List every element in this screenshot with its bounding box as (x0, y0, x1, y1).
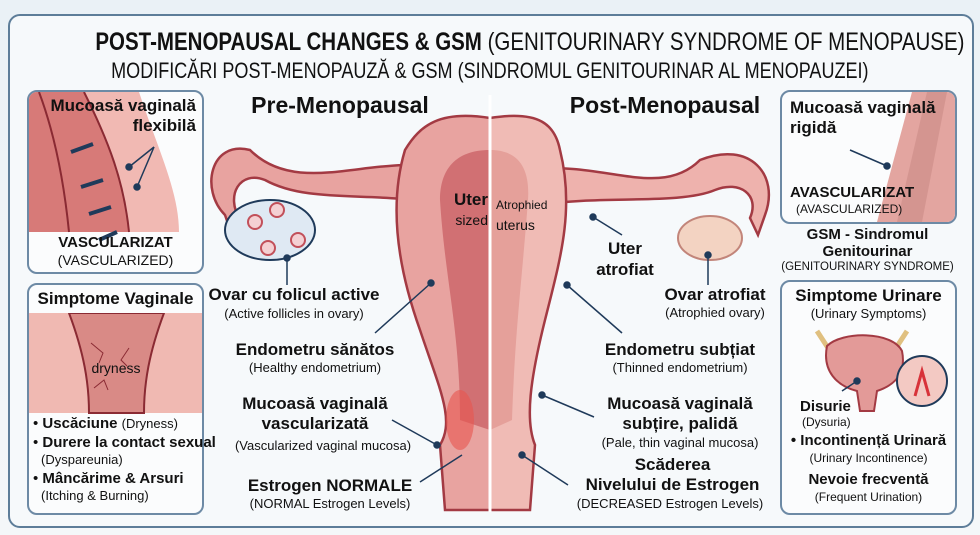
dysuria-label-en: (Dysuria) (802, 415, 851, 429)
atrophied-uterus-label: Atrophied uterus (496, 198, 548, 233)
frequent-urination-label-en: (Frequent Urination) (814, 490, 923, 504)
ovary-atrophied-label: Ovar atrofiat (664, 285, 766, 304)
ovary-atrophied-label-en: (Atrophied ovary) (665, 305, 765, 320)
gsm-label: GSM - Sindromul Genitourinar (806, 226, 929, 260)
page-subtitle: MODIFICĂRI POST-MENOPAUZĂ & GSM (SINDROM… (111, 58, 869, 83)
frequent-urination-label: Nevoie frecventă (808, 471, 929, 488)
decreased-estrogen-label-en: (DECREASED Estrogen Levels) (576, 496, 764, 511)
title-paren: (GENITOURINARY SYNDROME OF MENOPAUSE) (487, 28, 965, 56)
ovary-active-label-en: (Active follicles in ovary) (224, 306, 364, 321)
flexible-mucosa-title: Mucoasă vaginală flexibilă (50, 96, 196, 135)
uter-label: Uter (453, 190, 488, 209)
incontinence-label: • Incontinență Urinară (790, 432, 947, 449)
urinary-symptoms-box: Simptome Urinare (Urinary Symptoms) Disu… (780, 280, 957, 515)
decreased-estrogen-label: Scăderea Nivelului de Estrogen (585, 455, 760, 494)
avascularized-label: AVASCULARIZAT (790, 184, 915, 201)
incontinence-label-en: (Urinary Incontinence) (809, 451, 928, 465)
fallopian-tube-left (210, 147, 447, 239)
dryness-label: dryness (91, 360, 141, 376)
fallopian-tube-right (533, 153, 771, 239)
normal-estrogen-label: Estrogen NORMALE (247, 476, 413, 495)
thinned-endometrium-label-en: (Thinned endometrium) (612, 360, 748, 375)
vaginal-symptoms-title: Simptome Vaginale (37, 289, 194, 308)
sized-label: sized (455, 212, 488, 228)
symptom-item: • Mâncărime & Arsuri (33, 470, 184, 487)
gsm-label-en: (GENITOURINARY SYNDROME) (781, 261, 954, 273)
normal-estrogen-label-en: (NORMAL Estrogen Levels) (249, 496, 411, 511)
vascularized-mucosa-label: Mucoasă vaginală vascularizată (242, 394, 388, 433)
dryness-illustration (29, 313, 202, 414)
pre-menopausal-heading: Pre-Menopausal (251, 92, 429, 118)
symptom-item: • Durere la contact sexual (33, 434, 216, 451)
pale-mucosa-label-en: (Pale, thin vaginal mucosa) (601, 435, 759, 450)
vascularized-label-en: (VASCULARIZED) (57, 252, 174, 268)
urinary-symptoms-title-en: (Urinary Symptoms) (810, 306, 927, 321)
vascularized-mucosa-label-en: (Vascularized vaginal mucosa) (234, 438, 412, 453)
flexible-mucosa-box: Mucoasă vaginală flexibilă VASCULARIZAT (… (27, 90, 204, 274)
post-menopausal-heading: Post-Menopausal (569, 92, 761, 118)
bladder-illustration (814, 329, 948, 412)
symptom-item: • Uscăciune (Dryness) (33, 415, 178, 432)
vascularized-label: VASCULARIZAT (58, 234, 173, 251)
avascular-mucosa-illustration (849, 92, 955, 222)
rigid-mucosa-box: Mucoasă vaginală rigidă AVASCULARIZAT (AV… (780, 90, 957, 224)
avascularized-label-en: (AVASCULARIZED) (796, 202, 903, 216)
title-main: POST-MENOPAUSAL CHANGES & GSM (95, 28, 482, 56)
vascularized-mucosa-illustration (29, 92, 179, 242)
ovary-atrophied (677, 215, 743, 261)
urinary-symptoms-title: Simptome Urinare (795, 286, 942, 305)
vaginal-symptoms-list: • Uscăciune (Dryness) • Durere la contac… (33, 415, 216, 503)
healthy-endometrium-label-en: (Healthy endometrium) (248, 360, 382, 375)
rigid-mucosa-title: Mucoasă vaginală rigidă (790, 98, 936, 137)
pale-mucosa-label: Mucoasă vaginală subțire, palidă (607, 394, 753, 433)
ovary-active-label: Ovar cu folicul active (208, 285, 380, 304)
thinned-endometrium-label: Endometru subțiat (604, 340, 756, 359)
healthy-endometrium-label: Endometru sănătos (235, 340, 395, 359)
dysuria-label: Disurie (800, 398, 851, 415)
vaginal-symptoms-box: Simptome Vaginale dryness • Uscăciune (D… (27, 283, 216, 515)
page-title: POST-MENOPAUSAL CHANGES & GSM (GENITOURI… (0, 28, 980, 57)
uter-atrofiat-label: Uter atrofiat (596, 239, 654, 279)
